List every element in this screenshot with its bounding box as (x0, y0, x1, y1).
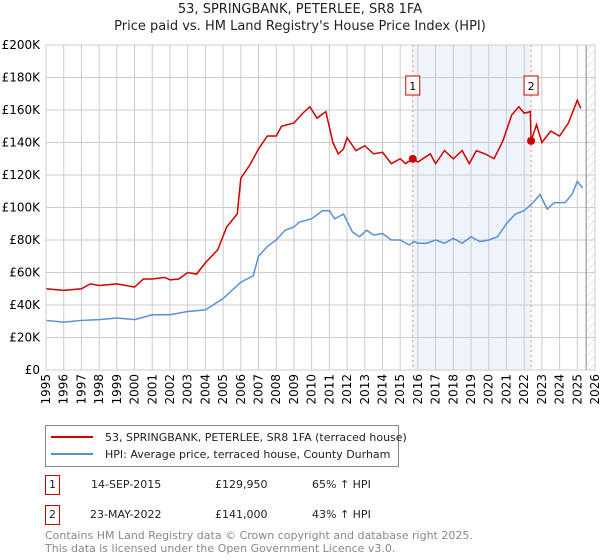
x-tick-label: 2003 (181, 374, 195, 405)
price-chart: 1995 1996 1997 1998 1999 2000 2001 2002 2003 2004… (2, 38, 600, 405)
sale-row: 1 14-SEP-2015 £129,950 65% ↑ HPI (45, 475, 445, 495)
sale-hpi: 43% ↑ HPI (312, 508, 371, 521)
x-tick-label: 2024 (553, 374, 567, 405)
x-tick-label: 2025 (570, 374, 584, 405)
x-tick-label: 2020 (482, 374, 496, 405)
y-tick-label: £120K (2, 168, 42, 182)
x-tick-label: 2008 (269, 374, 283, 405)
legend-label: HPI: Average price, terraced house, Coun… (105, 447, 391, 461)
y-tick-label: £200K (2, 38, 42, 52)
y-tick-label: £160K (2, 103, 42, 117)
sale-row: 2 23-MAY-2022 £141,000 43% ↑ HPI (45, 505, 445, 525)
x-tick-label: 2014 (375, 374, 389, 405)
sale-price: £141,000 (215, 508, 268, 521)
x-tick-label: 2002 (163, 374, 177, 405)
x-tick-label: 2007 (252, 374, 266, 405)
sale-badge: 1 (45, 475, 60, 495)
sale-date: 23-MAY-2022 (90, 508, 162, 521)
footer: Contains HM Land Registry data © Crown c… (45, 529, 473, 555)
y-tick-label: £40K (9, 298, 41, 312)
x-tick-label: 2009 (287, 374, 301, 405)
sale-marker (408, 154, 417, 163)
x-tick-label: 2011 (322, 374, 336, 405)
series-line (45, 98, 582, 292)
footer-copyright: Contains HM Land Registry data © Crown c… (45, 529, 473, 542)
chart-subtitle: Price paid vs. HM Land Registry's House … (114, 19, 486, 34)
sale-price: £129,950 (215, 478, 268, 491)
legend-swatch-blue (51, 453, 93, 455)
x-tick-label: 2012 (340, 374, 354, 405)
legend-item-property: 53, SPRINGBANK, PETERLEE, SR8 1FA (terra… (51, 429, 407, 445)
marker-badge (405, 75, 421, 96)
x-tick-label: 1999 (110, 374, 124, 405)
marker-badge (523, 75, 539, 96)
y-tick-label: £140K (2, 136, 42, 150)
legend-item-hpi: HPI: Average price, terraced house, Coun… (51, 446, 390, 462)
x-tick-label: 2017 (429, 374, 443, 405)
x-tick-label: 2013 (358, 374, 372, 405)
x-tick-label: 2026 (588, 374, 600, 405)
y-tick-label: £80K (9, 233, 41, 247)
chart-title: 53, SPRINGBANK, PETERLEE, SR8 1FA (177, 2, 423, 17)
marker-badge-label: 2 (528, 80, 535, 93)
sale-badge: 2 (45, 505, 60, 525)
x-tick-label: 2021 (499, 374, 513, 405)
x-tick-label: 2004 (198, 374, 212, 405)
sale-hpi: 65% ↑ HPI (312, 478, 371, 491)
plot-frame (45, 44, 596, 371)
x-tick-label: 2016 (411, 374, 425, 405)
y-tick-label: £20K (9, 331, 41, 345)
x-tick-label: 1998 (92, 374, 106, 405)
x-tick-label: 2006 (234, 374, 248, 405)
y-tick-label: £60K (9, 266, 41, 280)
y-tick-label: £0 (25, 363, 40, 377)
y-tick-label: £100K (2, 201, 42, 215)
x-tick-label: 2000 (128, 374, 142, 405)
x-tick-label: 2005 (216, 374, 230, 405)
legend-swatch-red (51, 436, 93, 438)
x-tick-label: 2018 (446, 374, 460, 405)
x-tick-label: 2022 (517, 374, 531, 405)
y-tick-label: £180K (2, 71, 42, 85)
x-tick-label: 1995 (39, 374, 53, 405)
marker-badge-label: 1 (409, 80, 416, 93)
footer-licence: This data is licensed under the Open Gov… (45, 542, 396, 555)
legend-label: 53, SPRINGBANK, PETERLEE, SR8 1FA (terra… (105, 430, 407, 444)
x-tick-label: 2015 (393, 374, 407, 405)
sale-marker (527, 136, 536, 145)
series-line (45, 180, 584, 323)
x-tick-label: 2023 (535, 374, 549, 405)
x-tick-label: 1997 (74, 374, 88, 405)
legend: 53, SPRINGBANK, PETERLEE, SR8 1FA (terra… (45, 425, 407, 467)
x-tick-label: 2001 (145, 374, 159, 405)
x-tick-label: 2019 (464, 374, 478, 405)
x-tick-label: 2010 (305, 374, 319, 405)
x-tick-label: 1996 (57, 374, 71, 405)
sale-date: 14-SEP-2015 (91, 478, 162, 491)
